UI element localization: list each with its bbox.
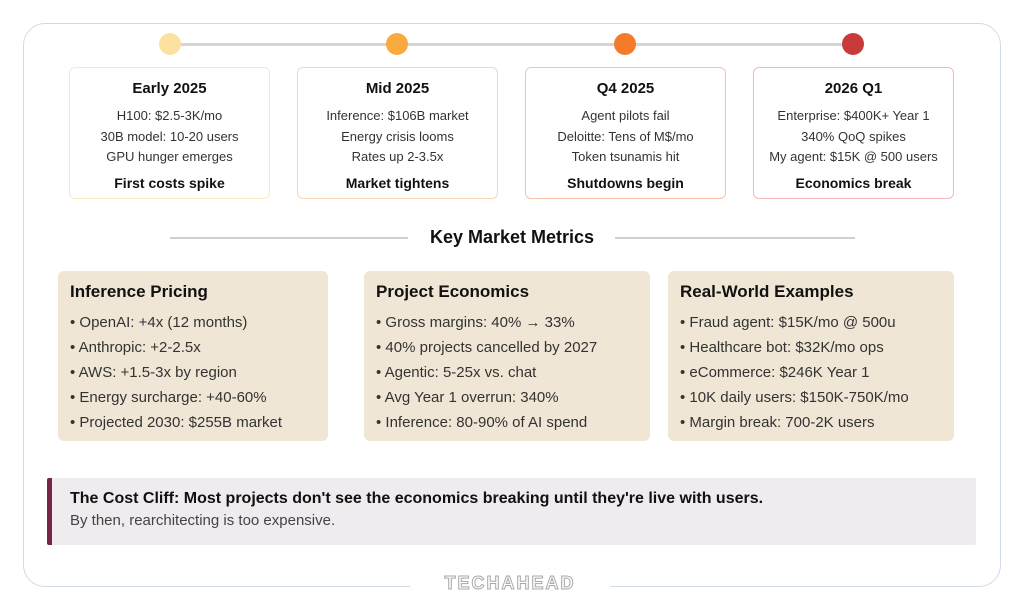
metric-item: • 40% projects cancelled by 2027 <box>376 339 598 356</box>
cost-cliff-callout: The Cost Cliff: Most projects don't see … <box>47 478 976 545</box>
section-divider-left <box>170 237 408 239</box>
section-divider-right <box>615 237 855 239</box>
phase-card-mid-2025: Mid 2025 Inference: $106B market Energy … <box>297 67 498 199</box>
metric-title: Inference Pricing <box>70 282 208 301</box>
techahead-logo: TECHAHEAD <box>444 573 576 594</box>
metric-item: • Fraud agent: $15K/mo @ 500u <box>680 314 896 331</box>
phase-title: 2026 Q1 <box>824 80 883 97</box>
phase-card-2026-q1: 2026 Q1 Enterprise: $400K+ Year 1 340% Q… <box>753 67 954 199</box>
phase-detail: Agent pilots fail <box>581 108 670 123</box>
phase-summary: Shutdowns begin <box>567 174 684 191</box>
phase-title: Q4 2025 <box>596 80 655 97</box>
timeline-dot-early-2025 <box>159 33 181 55</box>
phase-detail: Enterprise: $400K+ Year 1 <box>777 108 930 123</box>
phase-detail: GPU hunger emerges <box>106 149 233 164</box>
timeline-line <box>170 43 854 46</box>
metric-item: • Healthcare bot: $32K/mo ops <box>680 339 884 356</box>
metric-card-project-economics: Project Economics • Gross margins: 40% →… <box>364 271 650 441</box>
phase-detail: H100: $2.5-3K/mo <box>116 108 223 123</box>
phase-detail: Inference: $106B market <box>326 108 469 123</box>
timeline-dot-mid-2025 <box>386 33 408 55</box>
phase-summary: Market tightens <box>345 174 450 191</box>
phase-title: Mid 2025 <box>365 80 430 97</box>
metric-item: • Anthropic: +2-2.5x <box>70 339 201 356</box>
metric-item: • Avg Year 1 overrun: 340% <box>376 389 559 406</box>
phase-title: Early 2025 <box>132 80 207 97</box>
timeline-dot-2026-q1 <box>842 33 864 55</box>
metric-item: • 10K daily users: $150K-750K/mo <box>680 389 909 406</box>
metric-card-real-world-examples: Real-World Examples • Fraud agent: $15K/… <box>668 271 954 441</box>
metric-item: • Gross margins: 40% → 33% <box>376 314 575 331</box>
metric-item: • Agentic: 5-25x vs. chat <box>376 364 537 381</box>
callout-title: The Cost Cliff: Most projects don't see … <box>70 490 764 507</box>
phase-card-early-2025: Early 2025 H100: $2.5-3K/mo 30B model: 1… <box>69 67 270 199</box>
phase-detail: Energy crisis looms <box>341 128 454 144</box>
phase-summary: Economics break <box>795 174 912 191</box>
timeline-dot-q4-2025 <box>614 33 636 55</box>
metric-item: • Energy surcharge: +40-60% <box>70 389 267 406</box>
phase-detail: Token tsunamis hit <box>571 149 680 164</box>
footer-border-gap <box>410 575 610 599</box>
metric-item: • eCommerce: $246K Year 1 <box>680 364 870 381</box>
section-title: Key Market Metrics <box>429 227 595 247</box>
phase-detail: 30B model: 10-20 users <box>100 128 239 144</box>
metric-title: Project Economics <box>376 282 530 301</box>
phase-card-q4-2025: Q4 2025 Agent pilots fail Deloitte: Tens… <box>525 67 726 199</box>
phase-detail: My agent: $15K @ 500 users <box>769 149 938 164</box>
phase-detail: Rates up 2-3.5x <box>351 149 444 164</box>
phase-summary: First costs spike <box>114 174 225 191</box>
metric-item: • OpenAI: +4x (12 months) <box>70 314 248 331</box>
phase-detail: 340% QoQ spikes <box>801 128 906 144</box>
phase-detail: Deloitte: Tens of M$/mo <box>557 128 694 144</box>
metric-item: • AWS: +1.5-3x by region <box>70 364 237 381</box>
metric-item: • Projected 2030: $255B market <box>70 414 283 431</box>
metric-item: • Inference: 80-90% of AI spend <box>376 414 588 431</box>
metric-card-inference-pricing: Inference Pricing • OpenAI: +4x (12 mont… <box>58 271 328 441</box>
metric-title: Real-World Examples <box>680 282 854 301</box>
metric-item: • Margin break: 700-2K users <box>680 414 875 431</box>
callout-subtitle: By then, rearchitecting is too expensive… <box>70 512 336 529</box>
